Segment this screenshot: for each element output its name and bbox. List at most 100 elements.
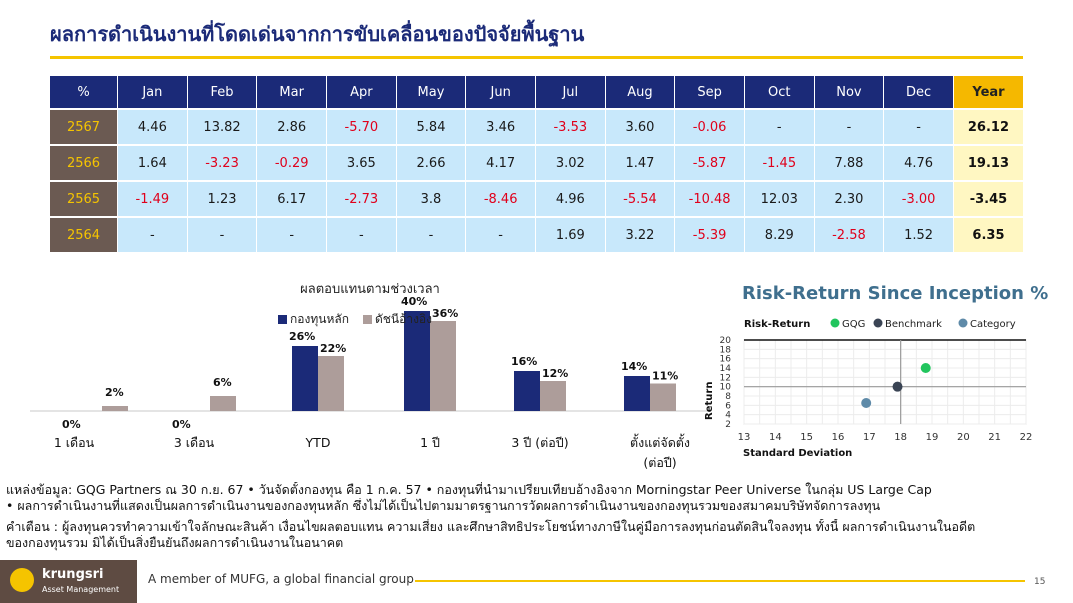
- x-tick-label: 20: [957, 432, 970, 443]
- mufg-tagline: A member of MUFG, a global financial gro…: [148, 572, 414, 586]
- header-mar: Mar: [257, 76, 328, 110]
- page-title: ผลการดำเนินงานที่โดดเด่นจากการขับเคลื่อน…: [50, 22, 585, 46]
- header-feb: Feb: [187, 76, 258, 110]
- table-cell: -1.49: [118, 182, 188, 218]
- table-cell: 1.69: [535, 218, 606, 254]
- table-cell: -0.29: [257, 146, 328, 182]
- index-bar-label: 22%: [320, 342, 346, 355]
- index-bar: [102, 406, 128, 411]
- index-bar: [210, 396, 236, 411]
- table-cell: -0.06: [675, 110, 745, 146]
- risk-return-chart-label: Risk-Return: [744, 319, 810, 330]
- note-source: แหล่งข้อมูล: GQG Partners ณ 30 ก.ย. 67 •…: [6, 482, 932, 497]
- table-row: 2566 1.64 -3.23 -0.29 3.65 2.66 4.17 3.02 1.47 -5…: [50, 146, 1024, 182]
- category-label: YTD: [305, 435, 331, 450]
- row-year-total: -3.45: [953, 182, 1024, 218]
- x-tick-label: 15: [800, 432, 813, 443]
- header-oct: Oct: [744, 76, 815, 110]
- table-cell: -2.58: [814, 218, 885, 254]
- title-underline: [50, 56, 1023, 59]
- footnotes: แหล่งข้อมูล: GQG Partners ณ 30 ก.ย. 67 •…: [6, 482, 1068, 551]
- y-tick-label: 2: [725, 420, 731, 430]
- y-tick-label: 18: [720, 345, 732, 355]
- table-cell: 1.47: [605, 146, 676, 182]
- header-percent: %: [50, 76, 119, 110]
- table-cell: 2.86: [257, 110, 328, 146]
- fund-bar: [404, 311, 430, 411]
- table-cell: -: [187, 218, 258, 254]
- index-bar: [430, 321, 456, 411]
- fund-bar-label: 16%: [511, 355, 537, 368]
- x-tick-label: 19: [926, 432, 939, 443]
- legend-label-benchmark: Benchmark: [885, 319, 942, 330]
- table-cell: 8.29: [744, 218, 815, 254]
- x-axis-label: Standard Deviation: [743, 448, 852, 459]
- table-cell: -3.53: [535, 110, 606, 146]
- fund-bar: [292, 346, 318, 411]
- index-bar-label: 6%: [213, 376, 232, 389]
- table-cell: 12.03: [744, 182, 815, 218]
- point-benchmark: [892, 381, 903, 392]
- table-cell: 5.84: [396, 110, 467, 146]
- row-year-total: 26.12: [953, 110, 1024, 146]
- table-cell: -1.45: [744, 146, 815, 182]
- header-sep: Sep: [675, 76, 745, 110]
- footer-rule: [415, 580, 1025, 582]
- row-year: 2564: [50, 218, 119, 254]
- table-cell: 1.64: [118, 146, 188, 182]
- table-cell: -: [327, 218, 397, 254]
- risk-return-chart: Risk-Return GQG Benchmark Category246810121…: [704, 318, 1033, 459]
- x-tick-label: 16: [832, 432, 845, 443]
- table-row: 2567 4.46 13.82 2.86 -5.70 5.84 3.46 -3.53 3.60-…: [50, 110, 1024, 146]
- y-tick-label: 16: [720, 355, 732, 365]
- category-label: 3 เดือน: [174, 435, 215, 450]
- table-cell: -5.87: [675, 146, 745, 182]
- table-cell: -3.00: [884, 182, 954, 218]
- x-tick-label: 22: [1020, 432, 1033, 443]
- note-performance: • ผลการดำเนินงานที่แสดงเป็นผลการดำเนินงา…: [6, 498, 881, 513]
- table-cell: 3.02: [535, 146, 606, 182]
- table-cell: 1.23: [187, 182, 258, 218]
- table-cell: -: [396, 218, 467, 254]
- table-cell: -: [118, 218, 188, 254]
- table-cell: -5.70: [327, 110, 397, 146]
- table-cell: 4.76: [884, 146, 954, 182]
- legend-dot-category: [958, 318, 968, 328]
- fund-bar-label: 26%: [289, 330, 315, 343]
- y-tick-label: 8: [725, 392, 731, 402]
- table-row: 2565 -1.49 1.23 6.17 -2.73 3.8 -8.46 4.96 -5.54-…: [50, 182, 1024, 218]
- y-tick-label: 6: [725, 401, 731, 411]
- index-bar: [318, 356, 344, 411]
- table-cell: -: [257, 218, 328, 254]
- legend-dot-benchmark: [873, 318, 883, 328]
- fund-bar-label: 0%: [172, 418, 191, 431]
- note-warning-cont: ของกองทุนรวม มิได้เป็นสิ่งยืนยันถึงผลการ…: [6, 535, 344, 550]
- fund-bar-label: 0%: [62, 418, 81, 431]
- table-cell: -8.46: [466, 182, 536, 218]
- header-year: Year: [953, 76, 1024, 110]
- index-bar-label: 12%: [542, 367, 568, 380]
- table-row: 2564- - - - - -1.69 3.22 -5.39 8.29 -2.58 1.52 6.35: [50, 218, 1024, 254]
- period-returns-title: ผลตอบแทนตามช่วงเวลา: [300, 282, 440, 297]
- index-bar: [540, 381, 566, 411]
- header-dec: Dec: [884, 76, 954, 110]
- period-returns-legend: กองทุนหลัก ดัชนีอ้างอิง: [278, 310, 432, 329]
- table-cell: 13.82: [187, 110, 258, 146]
- table-cell: -2.73: [327, 182, 397, 218]
- note-warning: คำเตือน : ผู้ลงทุนควรทำความเข้าใจลักษณะส…: [6, 519, 976, 534]
- y-tick-label: 14: [720, 364, 732, 374]
- index-bar-label: 2%: [105, 386, 124, 399]
- x-tick-label: 21: [988, 432, 1001, 443]
- table-cell: -3.23: [187, 146, 258, 182]
- table-cell: 3.60: [605, 110, 676, 146]
- krungsri-emblem-icon: [10, 568, 34, 592]
- header-nov: Nov: [814, 76, 885, 110]
- table-cell: -: [884, 110, 954, 146]
- x-tick-label: 18: [894, 432, 907, 443]
- table-cell: 4.46: [118, 110, 188, 146]
- table-cell: 3.22: [605, 218, 676, 254]
- header-jul: Jul: [535, 76, 606, 110]
- table-cell: 6.17: [257, 182, 328, 218]
- y-tick-label: 12: [720, 373, 731, 383]
- legend-item-fund: กองทุนหลัก: [278, 310, 349, 329]
